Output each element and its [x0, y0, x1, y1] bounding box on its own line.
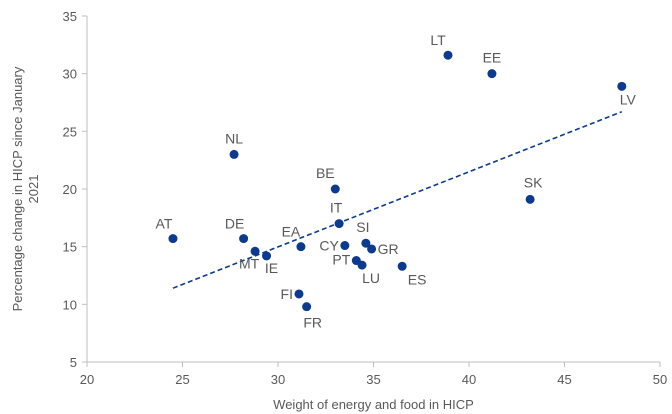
x-axis-title: Weight of energy and food in HICP — [273, 397, 474, 412]
y-tick-label: 5 — [70, 355, 77, 370]
data-point — [617, 81, 627, 91]
data-point — [294, 289, 304, 299]
data-point — [397, 261, 407, 271]
data-point — [525, 194, 535, 204]
point-label: LU — [362, 270, 380, 286]
point-label: SI — [356, 219, 369, 235]
point-label: MT — [239, 255, 260, 271]
data-point — [296, 242, 306, 252]
y-tick-label: 30 — [63, 67, 77, 82]
x-tick-label: 30 — [271, 372, 285, 387]
data-point — [168, 234, 178, 244]
point-label: LT — [430, 32, 446, 48]
point-label: LV — [620, 91, 637, 107]
point-label: NL — [225, 130, 243, 146]
data-point — [250, 246, 260, 256]
point-label: BE — [316, 165, 335, 181]
y-axis-title: Percentage change in HICP since January2… — [10, 66, 41, 311]
y-axis-ticks: 5 10 15 20 25 30 35 — [63, 9, 87, 370]
point-label: FI — [281, 286, 293, 302]
data-point — [357, 260, 367, 270]
axes: 20 25 30 35 40 45 50 5 10 15 20 25 30 35 — [63, 9, 668, 387]
y-tick-label: 20 — [63, 182, 77, 197]
data-point — [367, 244, 377, 254]
point-label: PT — [332, 252, 350, 268]
point-label: CY — [319, 238, 339, 254]
y-tick-label: 35 — [63, 9, 77, 24]
y-tick-label: 10 — [63, 297, 77, 312]
x-tick-label: 25 — [175, 372, 189, 387]
trendline-group — [172, 110, 623, 289]
data-point — [229, 149, 239, 159]
data-point — [443, 50, 453, 60]
y-tick-label: 15 — [63, 240, 77, 255]
point-label: EA — [282, 224, 301, 240]
data-point — [262, 251, 272, 261]
data-points — [168, 50, 627, 312]
data-point — [334, 219, 344, 229]
point-label: AT — [156, 216, 173, 232]
x-tick-label: 45 — [557, 372, 571, 387]
point-label: GR — [378, 241, 399, 257]
data-point — [361, 238, 371, 248]
data-point — [239, 234, 249, 244]
point-label: ES — [408, 271, 427, 287]
data-point — [487, 69, 497, 79]
data-point — [340, 241, 350, 251]
point-label: DE — [225, 216, 244, 232]
point-label: IE — [265, 260, 278, 276]
data-point — [302, 302, 312, 312]
trendline — [172, 110, 623, 289]
point-labels: LT EE LV NL BE SK IT AT DE SI CY EA GR MT IE PT LU ES FI FR — [156, 32, 637, 330]
y-tick-label: 25 — [63, 124, 77, 139]
x-tick-label: 20 — [80, 372, 94, 387]
x-tick-label: 35 — [366, 372, 380, 387]
point-label: SK — [524, 174, 543, 190]
point-label: EE — [483, 50, 502, 66]
point-label: IT — [330, 200, 343, 216]
data-point — [330, 184, 340, 194]
point-label: FR — [303, 315, 322, 331]
x-tick-label: 50 — [653, 372, 667, 387]
x-tick-label: 40 — [462, 372, 476, 387]
x-axis-ticks: 20 25 30 35 40 45 50 — [80, 362, 667, 387]
